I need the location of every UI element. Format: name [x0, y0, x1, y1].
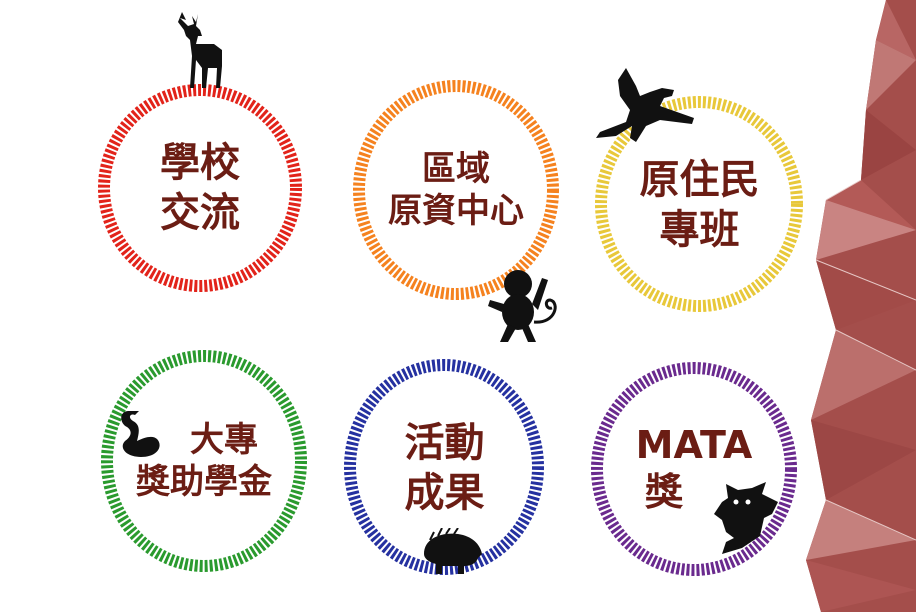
ring-purple [591, 362, 797, 576]
flying-squirrel-icon [714, 482, 778, 554]
activity-results-label: 活動 成果 [404, 419, 485, 516]
deer-icon [178, 12, 222, 88]
ring-blue [344, 359, 544, 575]
indigenous-class-label: 原住民 專班 [639, 156, 760, 253]
decorative-polygon-strip [806, 0, 916, 612]
mata-award-label: MATA 獎 [635, 422, 753, 515]
college-scholarship-label: 大專 獎助學金 [136, 419, 272, 503]
college-scholarship-button[interactable]: 大專 獎助學金 [98, 345, 310, 577]
ring-red [98, 84, 302, 292]
ring-green [101, 350, 307, 572]
regional-resource-center-label: 區域 原資中心 [388, 148, 524, 232]
school-exchange-button[interactable]: 學校 交流 [95, 80, 305, 295]
boar-icon [424, 528, 482, 574]
ring-yellow [595, 96, 803, 312]
monkey-icon [488, 270, 557, 342]
ring-orange [353, 80, 559, 300]
mata-award-button[interactable]: MATA 獎 [588, 358, 800, 580]
regional-resource-center-button[interactable]: 區域 原資中心 [350, 75, 562, 305]
activity-results-button[interactable]: 活動 成果 [342, 355, 547, 580]
school-exchange-label: 學校 交流 [160, 139, 240, 236]
eagle-icon [596, 68, 694, 142]
swan-icon [121, 411, 160, 457]
indigenous-class-button[interactable]: 原住民 專班 [592, 92, 807, 317]
